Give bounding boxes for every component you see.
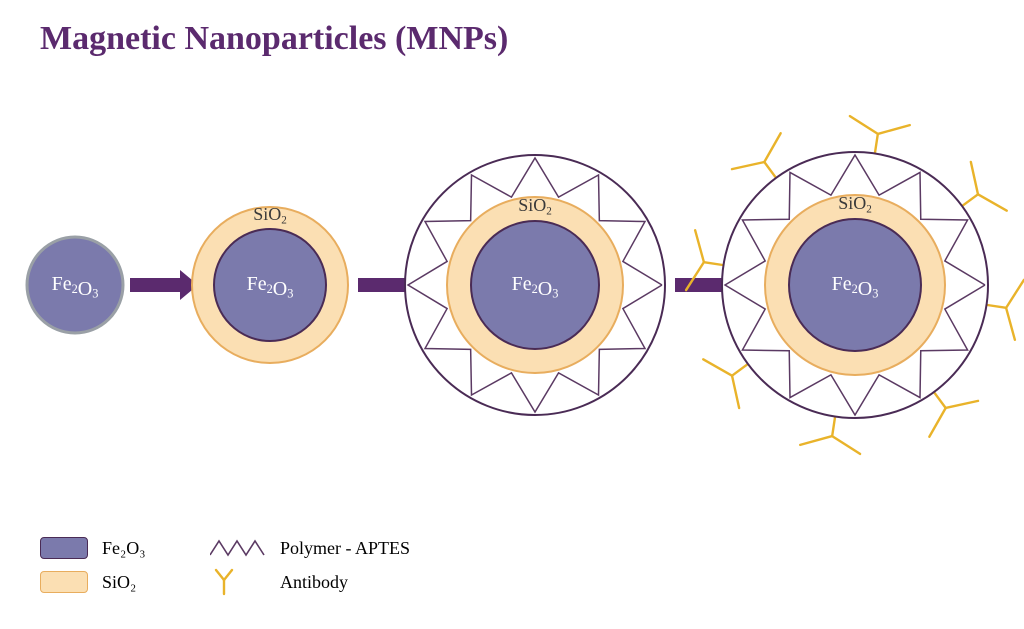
legend-row-antibody: Antibody	[210, 565, 410, 599]
particle-stage-4: Fe2O3SiO2	[672, 102, 1024, 468]
particle-stage-3: Fe2O3SiO2	[399, 149, 671, 421]
diagram-area: Fe2O3Fe2O3SiO2Fe2O3SiO2Fe2O3SiO2	[0, 100, 1024, 470]
legend-swatch-core	[40, 537, 88, 559]
page-title: Magnetic Nanoparticles (MNPs)	[40, 20, 508, 58]
legend-row-polymer: Polymer - APTES	[210, 531, 410, 565]
legend-label-antibody: Antibody	[280, 572, 348, 593]
legend-label-silica: SiO₂	[102, 572, 136, 593]
legend: Fe₂O₃ SiO₂	[40, 531, 146, 599]
legend-swatch-polymer	[210, 537, 266, 559]
legend-row-core: Fe₂O₃	[40, 531, 146, 565]
legend-swatch-silica	[40, 571, 88, 593]
particle-stage-1: Fe2O3	[21, 231, 129, 339]
legend-col2: Polymer - APTES Antibody	[210, 531, 410, 599]
legend-label-core: Fe₂O₃	[102, 538, 146, 559]
legend-swatch-antibody	[210, 568, 266, 596]
legend-label-polymer: Polymer - APTES	[280, 538, 410, 559]
legend-row-silica: SiO₂	[40, 565, 146, 599]
particle-stage-2: Fe2O3SiO2	[186, 201, 354, 369]
